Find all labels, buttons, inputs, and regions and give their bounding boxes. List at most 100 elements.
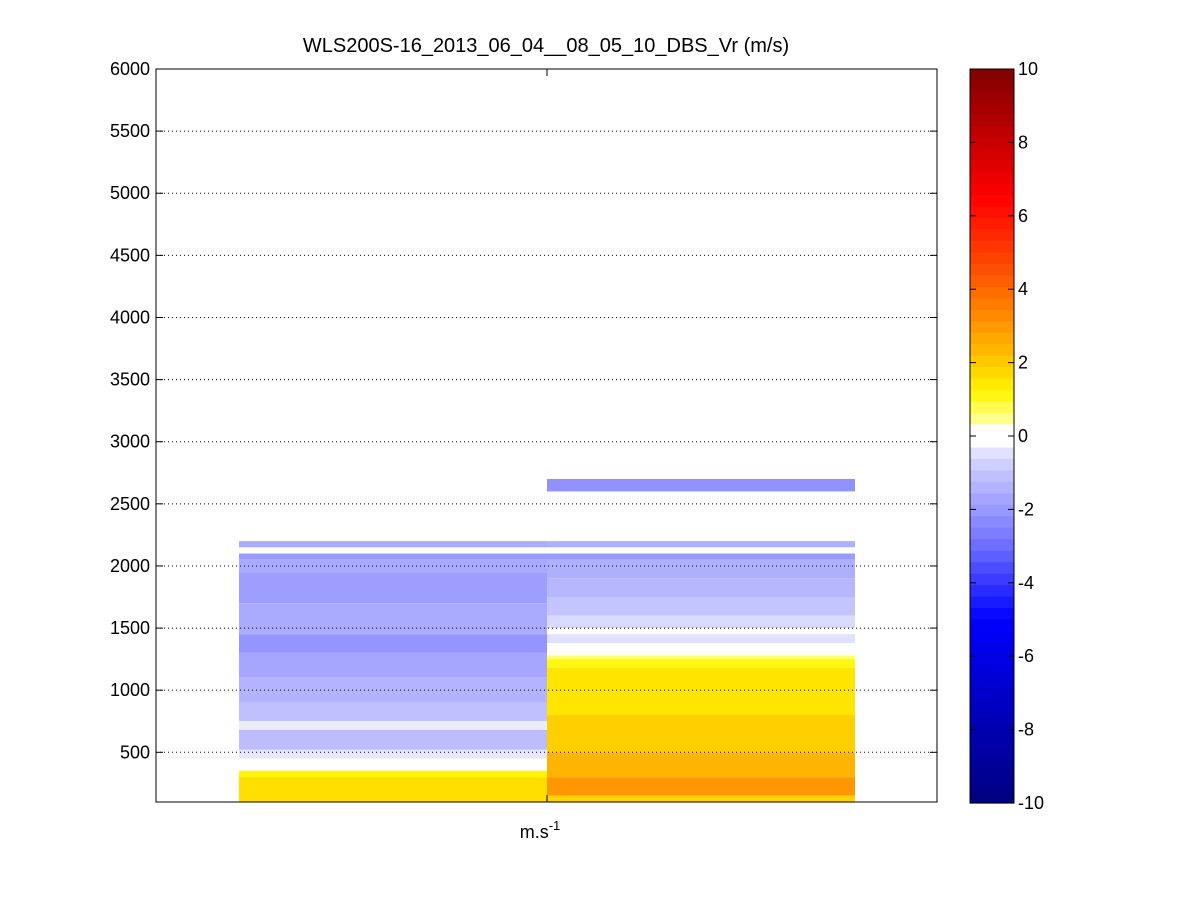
colorbar-band-29 <box>970 401 1014 414</box>
colorbar-band-45 <box>970 585 1014 598</box>
colorbar-band-58 <box>970 734 1014 747</box>
colorbar-band-4 <box>970 114 1014 127</box>
colorbar-tick-label--10: -10 <box>1018 793 1044 813</box>
heatmap-cell-col1-5 <box>239 634 547 653</box>
colorbar-band-18 <box>970 275 1014 288</box>
heatmap-cell-col1-3 <box>239 572 547 604</box>
heatmap-cell-col2-4 <box>547 578 855 598</box>
x-axis-label-base: m.s <box>520 822 549 842</box>
colorbar-band-2 <box>970 91 1014 105</box>
colorbar-ticks: 10 8 6 4 2 0 -2 -4 -6 -8 -10 <box>970 59 1044 813</box>
y-tick-label-5500: 5500 <box>110 121 150 141</box>
heatmap-cell-col1-11 <box>239 749 547 759</box>
colorbar <box>970 69 1014 804</box>
colorbar-tick-label--2: -2 <box>1018 499 1034 519</box>
colorbar-band-41 <box>970 539 1014 552</box>
colorbar-band-55 <box>970 699 1014 712</box>
colorbar-band-16 <box>970 252 1014 265</box>
colorbar-tick-label-2: 2 <box>1018 353 1028 373</box>
chart-title: WLS200S-16_2013_06_04__08_05_10_DBS_Vr (… <box>303 35 789 57</box>
heatmap-cell-col2-3 <box>547 559 855 579</box>
colorbar-band-38 <box>970 504 1014 517</box>
colorbar-band-47 <box>970 608 1014 621</box>
colorbar-band-14 <box>970 229 1014 242</box>
colorbar-band-27 <box>970 378 1014 391</box>
colorbar-band-15 <box>970 241 1014 254</box>
colorbar-band-19 <box>970 286 1014 299</box>
colorbar-band-53 <box>970 676 1014 689</box>
colorbar-band-6 <box>970 137 1014 150</box>
colorbar-band-42 <box>970 550 1014 563</box>
colorbar-band-7 <box>970 149 1014 162</box>
y-axis: 500 1000 1500 2000 2500 3000 3500 4000 4500 5000 5… <box>110 59 937 802</box>
colorbar-band-33 <box>970 447 1014 460</box>
colorbar-tick-label-4: 4 <box>1018 279 1028 299</box>
heatmap-cell-col2-9 <box>547 642 855 656</box>
y-tick-label-1000: 1000 <box>110 680 150 700</box>
colorbar-band-44 <box>970 573 1014 586</box>
colorbar-band-12 <box>970 206 1014 219</box>
colorbar-band-9 <box>970 172 1014 185</box>
colorbar-band-56 <box>970 711 1014 724</box>
y-tick-label-2000: 2000 <box>110 556 150 576</box>
colorbar-band-20 <box>970 298 1014 311</box>
y-tick-label-1500: 1500 <box>110 618 150 638</box>
colorbar-band-63 <box>970 791 1014 804</box>
colorbar-band-50 <box>970 642 1014 655</box>
plot-area <box>239 478 855 802</box>
y-tick-label-3000: 3000 <box>110 432 150 452</box>
colorbar-band-25 <box>970 355 1014 368</box>
y-tick-label-6000: 6000 <box>110 59 150 79</box>
y-tick-label-4000: 4000 <box>110 307 150 327</box>
colorbar-band-40 <box>970 527 1014 540</box>
heatmap-cell-col2-16 <box>547 795 855 802</box>
colorbar-band-1 <box>970 80 1014 93</box>
colorbar-band-43 <box>970 562 1014 575</box>
heatmap-cell-col2-11 <box>547 659 855 668</box>
colorbar-band-36 <box>970 481 1014 494</box>
colorbar-band-37 <box>970 493 1014 506</box>
colorbar-band-5 <box>970 126 1014 139</box>
y-tick-label-500: 500 <box>120 742 150 762</box>
colorbar-band-61 <box>970 768 1014 781</box>
colorbar-band-10 <box>970 183 1014 196</box>
colorbar-band-17 <box>970 263 1014 277</box>
colorbar-band-30 <box>970 413 1014 426</box>
colorbar-band-49 <box>970 630 1014 644</box>
colorbar-band-35 <box>970 470 1014 483</box>
colorbar-band-54 <box>970 688 1014 701</box>
heatmap-cell-col2-8 <box>547 634 855 643</box>
colorbar-band-32 <box>970 436 1014 449</box>
colorbar-band-11 <box>970 195 1014 208</box>
colorbar-band-8 <box>970 160 1014 173</box>
y-tick-label-3500: 3500 <box>110 370 150 390</box>
heatmap-cell-col1-6 <box>239 652 547 678</box>
colorbar-band-62 <box>970 780 1014 793</box>
colorbar-tick-label--4: -4 <box>1018 573 1034 593</box>
heatmap-cell-col2-15 <box>547 777 855 796</box>
y-tick-label-2500: 2500 <box>110 494 150 514</box>
colorbar-band-52 <box>970 665 1014 678</box>
heatmap-cell-col1-9 <box>239 721 547 730</box>
colorbar-tick-label--8: -8 <box>1018 720 1034 740</box>
y-tick-label-4500: 4500 <box>110 245 150 265</box>
heatmap-cell-col2-7 <box>547 628 855 635</box>
heatmap-cell-col1-4 <box>239 603 547 635</box>
colorbar-band-3 <box>970 103 1014 116</box>
heatmap-cell-col2-14 <box>547 752 855 778</box>
colorbar-band-0 <box>970 69 1014 82</box>
colorbar-band-31 <box>970 424 1014 437</box>
colorbar-band-34 <box>970 458 1014 472</box>
heatmap-cell-col2-6 <box>547 615 855 629</box>
colorbar-band-60 <box>970 757 1014 770</box>
colorbar-band-22 <box>970 321 1014 334</box>
heatmap-cell-col1-10 <box>239 729 547 750</box>
heatmap-cell-col1-0 <box>239 541 547 548</box>
colorbar-band-51 <box>970 653 1014 666</box>
x-axis-label-superscript: -1 <box>549 818 561 833</box>
colorbar-band-57 <box>970 722 1014 735</box>
heatmap-cell-col1-1 <box>239 553 547 560</box>
colorbar-band-26 <box>970 367 1014 380</box>
colorbar-band-13 <box>970 218 1014 231</box>
